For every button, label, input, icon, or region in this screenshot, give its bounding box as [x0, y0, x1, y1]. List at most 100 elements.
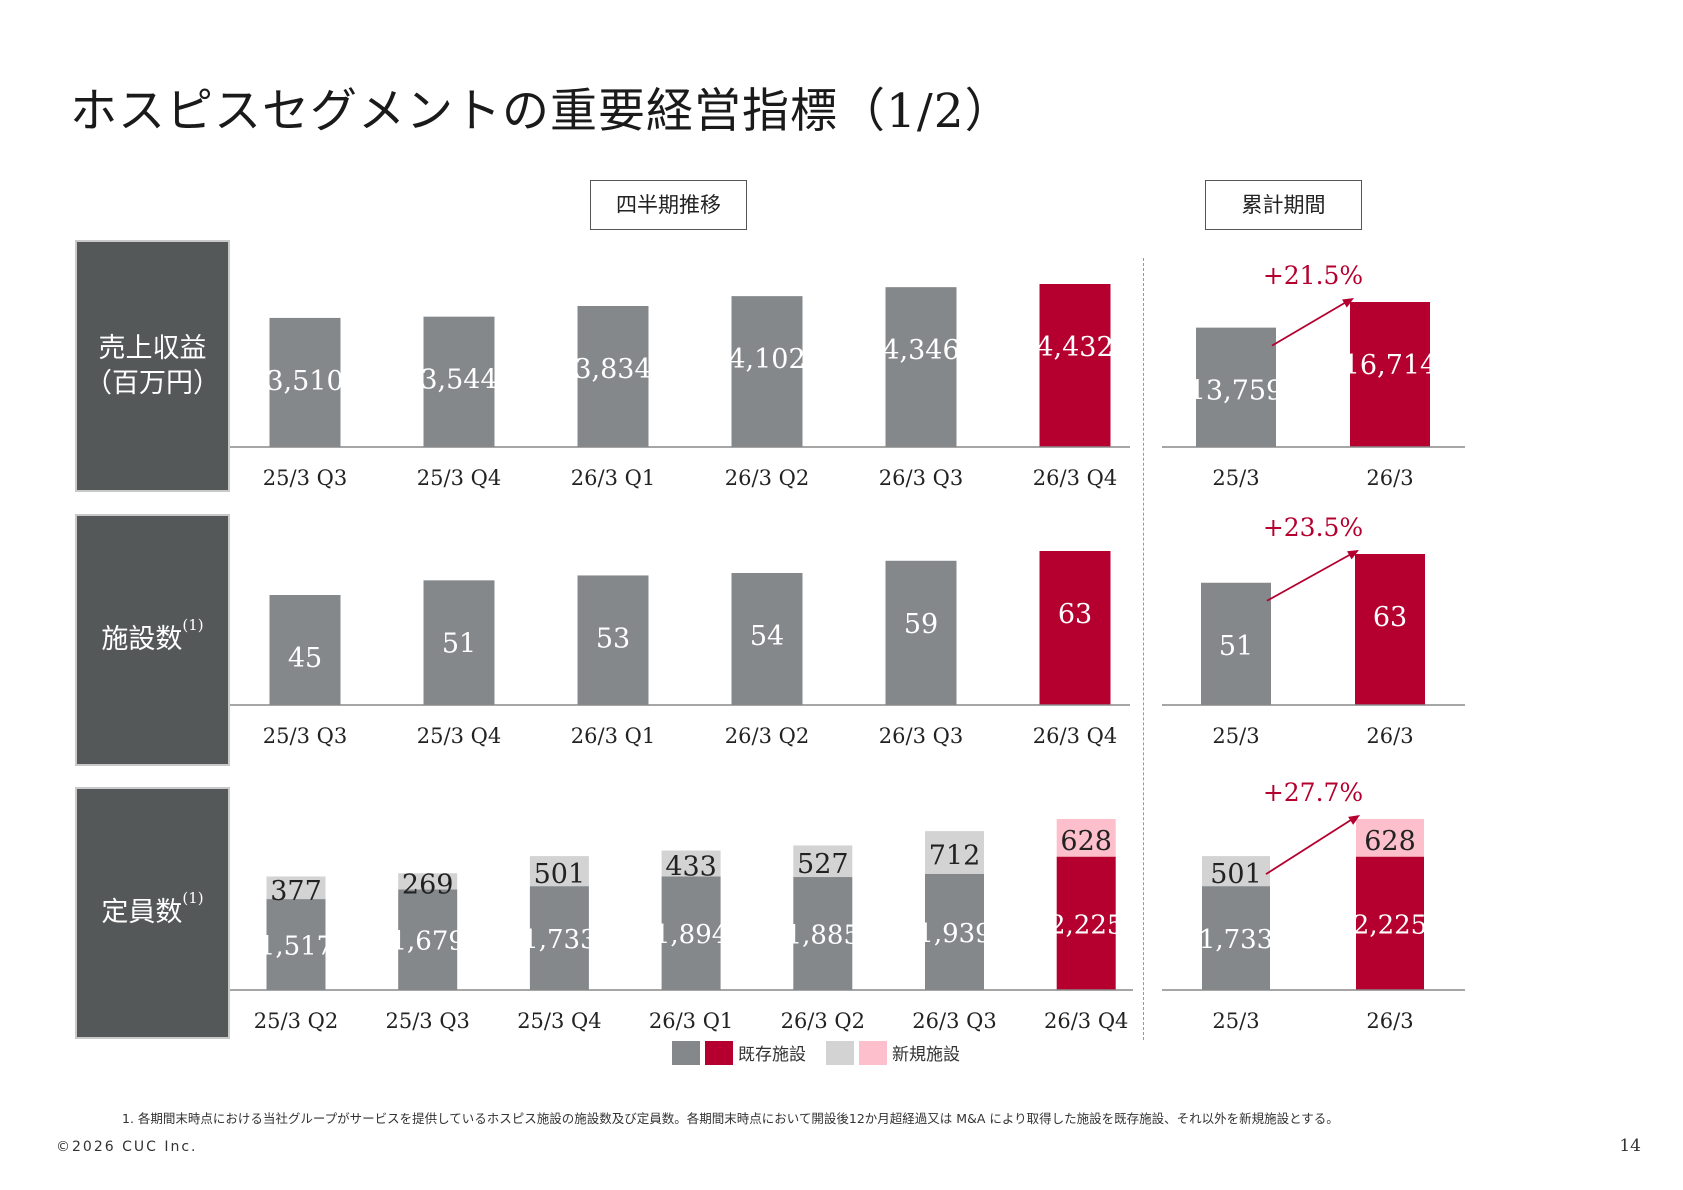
copyright: ©2026 CUC Inc. — [56, 1139, 198, 1155]
capacity_quarterly-bar-new — [398, 873, 458, 890]
row-label-facilities-text: 施設数 — [101, 624, 183, 656]
capacity_quarterly-label-existing: 1,939 — [917, 919, 991, 949]
revenue_quarterly-value-label: 3,834 — [574, 354, 651, 385]
capacity_cumulative-tick-label: 25/3 — [1212, 1009, 1259, 1033]
capacity_cumulative-label-existing: 1,733 — [1199, 925, 1273, 955]
capacity_cumulative-growth-arrowhead — [1348, 815, 1360, 825]
capacity_cumulative-bar-new — [1356, 819, 1424, 857]
period-divider — [1143, 258, 1144, 1040]
revenue_quarterly-tick-label: 25/3 Q4 — [417, 466, 501, 490]
capacity_quarterly-tick-label: 25/3 Q3 — [385, 1009, 469, 1033]
facilities_quarterly-tick-label: 26/3 Q1 — [571, 724, 655, 748]
revenue_quarterly-value-label: 4,432 — [1036, 332, 1113, 363]
capacity_cumulative-tick-label: 26/3 — [1366, 1009, 1413, 1033]
revenue_cumulative-growth-arrow — [1271, 300, 1349, 347]
facilities_cumulative-tick-label: 26/3 — [1366, 724, 1413, 748]
facilities_cumulative-value-label: 51 — [1219, 631, 1253, 662]
facilities_cumulative-growth-arrow — [1266, 552, 1354, 602]
row-label-capacity-text: 定員数 — [101, 897, 183, 929]
capacity_quarterly-bar-existing — [1056, 856, 1116, 990]
revenue_cumulative-tick-label: 26/3 — [1366, 466, 1413, 490]
footnote: 1. 各期間末時点における当社グループがサービスを提供しているホスピス施設の施設… — [122, 1111, 1339, 1126]
capacity_quarterly-tick-label: 26/3 Q2 — [781, 1009, 865, 1033]
revenue_quarterly-bar — [577, 305, 649, 447]
facilities_quarterly-bar — [577, 575, 649, 705]
facilities_quarterly-value-label: 63 — [1058, 599, 1092, 630]
capacity_quarterly-bar-new — [529, 856, 589, 887]
revenue_quarterly-tick-label: 26/3 Q3 — [879, 466, 963, 490]
capacity_cumulative-bar-existing — [1356, 856, 1424, 990]
capacity_quarterly-label-new: 628 — [1060, 826, 1112, 857]
facilities_cumulative-tick-label: 25/3 — [1212, 724, 1259, 748]
facilities_quarterly-tick-label: 25/3 Q4 — [417, 724, 501, 748]
legend-swatch-existing-gray — [672, 1040, 700, 1065]
revenue_quarterly-value-label: 4,346 — [882, 335, 959, 366]
capacity_quarterly-tick-label: 26/3 Q1 — [649, 1009, 733, 1033]
capacity_quarterly-label-new: 527 — [797, 849, 849, 880]
revenue_quarterly-value-label: 3,544 — [420, 365, 497, 396]
legend-label-new: 新規施設 — [892, 1045, 960, 1065]
capacity_quarterly-label-existing: 1,517 — [259, 932, 333, 962]
capacity_cumulative-bar-existing — [1202, 886, 1270, 990]
capacity_quarterly-label-new: 712 — [929, 840, 981, 871]
facilities_quarterly-value-label: 59 — [904, 609, 938, 640]
facilities_quarterly-value-label: 51 — [442, 628, 476, 659]
capacity_quarterly-label-existing: 1,679 — [390, 927, 464, 957]
capacity_quarterly-bar-existing — [793, 877, 853, 990]
page-number: 14 — [1619, 1136, 1641, 1156]
facilities_cumulative-bar — [1355, 554, 1425, 705]
facilities_quarterly-value-label: 54 — [750, 621, 784, 652]
capacity_quarterly-label-new: 501 — [534, 859, 586, 890]
capacity_quarterly-label-existing: 2,225 — [1049, 910, 1123, 940]
revenue_quarterly-bar — [269, 317, 341, 447]
revenue_quarterly-value-label: 4,102 — [728, 344, 805, 375]
revenue_quarterly-bar — [731, 296, 803, 447]
facilities_quarterly-tick-label: 26/3 Q3 — [879, 724, 963, 748]
row-label-capacity: 定員数(1) — [75, 787, 230, 1039]
revenue_cumulative-growth-label: +21.5% — [1263, 261, 1363, 290]
capacity_quarterly-bar-new — [925, 831, 984, 874]
facilities_quarterly-bar — [885, 560, 957, 705]
capacity_quarterly-bar-new — [793, 845, 853, 878]
revenue_quarterly-bar — [885, 287, 957, 447]
capacity_quarterly-tick-label: 25/3 Q4 — [517, 1009, 601, 1033]
row-label-capacity-note: (1) — [182, 889, 204, 908]
capacity_cumulative-label-existing: 2,225 — [1353, 910, 1427, 940]
capacity_quarterly-label-new: 269 — [402, 869, 454, 900]
capacity_quarterly-bar-existing — [398, 889, 458, 990]
capacity_quarterly-bar-existing — [266, 899, 326, 990]
facilities_quarterly-bar — [731, 573, 803, 705]
capacity_cumulative-label-new: 501 — [1210, 859, 1262, 890]
facilities_quarterly-value-label: 53 — [596, 623, 630, 654]
facilities_cumulative-growth-label: +23.5% — [1263, 513, 1363, 542]
capacity_quarterly-label-new: 377 — [270, 876, 322, 907]
capacity_quarterly-label-existing: 1,885 — [786, 921, 860, 951]
legend-swatch-existing-red — [705, 1040, 733, 1065]
page-title: ホスピスセグメントの重要経営指標（1/2） — [70, 84, 1013, 139]
capacity_cumulative-growth-label: +27.7% — [1263, 778, 1363, 807]
facilities_quarterly-bar — [1039, 551, 1111, 705]
revenue_quarterly-value-label: 3,510 — [266, 366, 343, 397]
capacity_cumulative-label-new: 628 — [1364, 826, 1416, 857]
revenue_quarterly-bar — [1039, 284, 1111, 447]
facilities_cumulative-bar — [1201, 582, 1271, 705]
row-label-revenue-line1: 売上収益 — [98, 332, 207, 364]
row-label-facilities: 施設数(1) — [75, 514, 230, 766]
revenue_cumulative-tick-label: 25/3 — [1212, 466, 1259, 490]
revenue_quarterly-tick-label: 25/3 Q3 — [263, 466, 347, 490]
capacity_quarterly-label-existing: 1,894 — [654, 920, 728, 950]
facilities_quarterly-tick-label: 26/3 Q4 — [1033, 724, 1117, 748]
revenue_cumulative-value-label: 16,714 — [1343, 350, 1437, 381]
capacity_cumulative-bar-new — [1202, 856, 1270, 887]
capacity_quarterly-bar-existing — [661, 876, 721, 990]
facilities_quarterly-tick-label: 25/3 Q3 — [263, 724, 347, 748]
facilities_quarterly-bar — [269, 595, 341, 705]
revenue_quarterly-bar — [423, 316, 495, 447]
quarterly-header: 四半期推移 — [590, 180, 747, 230]
facilities_quarterly-bar — [423, 580, 495, 705]
capacity_quarterly-tick-label: 26/3 Q4 — [1044, 1009, 1128, 1033]
row-label-facilities-note: (1) — [182, 616, 204, 635]
capacity_quarterly-tick-label: 25/3 Q2 — [254, 1009, 338, 1033]
legend-label-existing: 既存施設 — [738, 1045, 806, 1065]
revenue_quarterly-tick-label: 26/3 Q4 — [1033, 466, 1117, 490]
